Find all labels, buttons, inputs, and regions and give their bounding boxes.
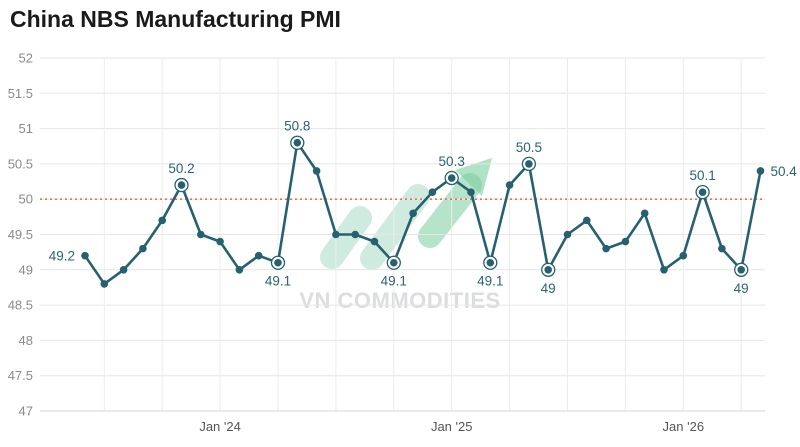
data-point bbox=[525, 160, 533, 168]
pmi-series-line bbox=[83, 141, 762, 286]
data-point bbox=[274, 258, 282, 267]
data-points bbox=[81, 135, 765, 288]
x-tick-label: Jan '26 bbox=[663, 419, 705, 434]
data-point bbox=[197, 230, 205, 239]
data-point bbox=[409, 209, 417, 218]
watermark-stroke bbox=[360, 184, 430, 270]
data-point bbox=[351, 230, 360, 239]
data-point bbox=[737, 266, 745, 274]
data-label: 49.1 bbox=[477, 274, 503, 289]
data-point bbox=[486, 258, 495, 267]
data-label: 49 bbox=[541, 281, 556, 296]
x-axis: Jan '24 Jan '25 Jan '26 bbox=[40, 410, 765, 434]
data-point bbox=[698, 188, 707, 196]
data-labels: 49.2 50.2 49.1 50.8 49.1 50.3 49.1 50.5 49 50.1 49… bbox=[49, 119, 798, 296]
y-tick-label: 52 bbox=[19, 51, 33, 66]
data-point bbox=[660, 266, 668, 274]
data-point bbox=[293, 138, 302, 147]
y-tick-label: 48.5 bbox=[8, 298, 33, 313]
data-label: 49 bbox=[734, 281, 749, 296]
data-label: 50.2 bbox=[168, 161, 194, 176]
data-label: 50.3 bbox=[439, 154, 465, 169]
data-point bbox=[312, 167, 321, 175]
y-tick-label: 50 bbox=[19, 192, 33, 207]
watermark-stroke bbox=[418, 173, 482, 248]
data-label: 49.1 bbox=[265, 274, 291, 289]
data-point bbox=[119, 266, 128, 274]
data-point bbox=[602, 244, 610, 253]
y-tick-label: 50.5 bbox=[8, 156, 33, 171]
data-point bbox=[216, 237, 224, 246]
data-point bbox=[621, 237, 630, 246]
y-tick-label: 48 bbox=[19, 333, 33, 348]
watermark-stroke bbox=[320, 206, 372, 269]
x-tick-label: Jan '24 bbox=[199, 419, 241, 434]
data-point bbox=[428, 188, 437, 196]
data-point bbox=[100, 280, 109, 288]
data-point bbox=[254, 251, 263, 260]
data-point bbox=[563, 230, 572, 239]
watermark-arrowhead bbox=[455, 158, 492, 196]
y-axis: 47 47.5 48 48.5 49 49.5 50 50.5 51 51.5 52 bbox=[8, 51, 33, 419]
data-point bbox=[583, 216, 591, 225]
data-point bbox=[81, 251, 89, 260]
data-label: 50.1 bbox=[689, 168, 715, 183]
watermark-text: VN COMMODITIES bbox=[299, 288, 500, 313]
data-label: 50.5 bbox=[516, 140, 542, 155]
data-point bbox=[679, 251, 688, 260]
y-tick-label: 47 bbox=[19, 404, 33, 419]
y-tick-label: 51 bbox=[19, 121, 33, 136]
data-label: 50.8 bbox=[284, 119, 310, 134]
data-label: 50.4 bbox=[771, 164, 798, 179]
data-point bbox=[332, 230, 340, 239]
data-label: 49.1 bbox=[381, 274, 407, 289]
data-point bbox=[139, 244, 147, 253]
data-point bbox=[718, 244, 726, 253]
data-point bbox=[158, 216, 166, 225]
data-point bbox=[235, 266, 244, 274]
y-tick-label: 49 bbox=[19, 262, 33, 277]
series-line bbox=[83, 141, 762, 286]
watermark-logo: VN COMMODITIES bbox=[299, 158, 500, 313]
y-tick-label: 51.5 bbox=[8, 86, 33, 101]
x-tick-label: Jan '25 bbox=[431, 419, 473, 434]
data-point bbox=[544, 266, 552, 274]
data-point bbox=[390, 258, 398, 267]
gridlines bbox=[40, 57, 765, 412]
y-tick-label: 49.5 bbox=[8, 227, 33, 242]
chart-title: China NBS Manufacturing PMI bbox=[10, 6, 341, 32]
data-point bbox=[756, 167, 765, 175]
data-point bbox=[640, 209, 649, 218]
data-point bbox=[177, 181, 186, 189]
data-point bbox=[505, 181, 514, 189]
data-label: 49.2 bbox=[49, 249, 75, 264]
data-point bbox=[370, 237, 379, 246]
data-point bbox=[467, 188, 475, 196]
y-tick-label: 47.5 bbox=[8, 368, 33, 383]
data-point bbox=[447, 174, 456, 182]
